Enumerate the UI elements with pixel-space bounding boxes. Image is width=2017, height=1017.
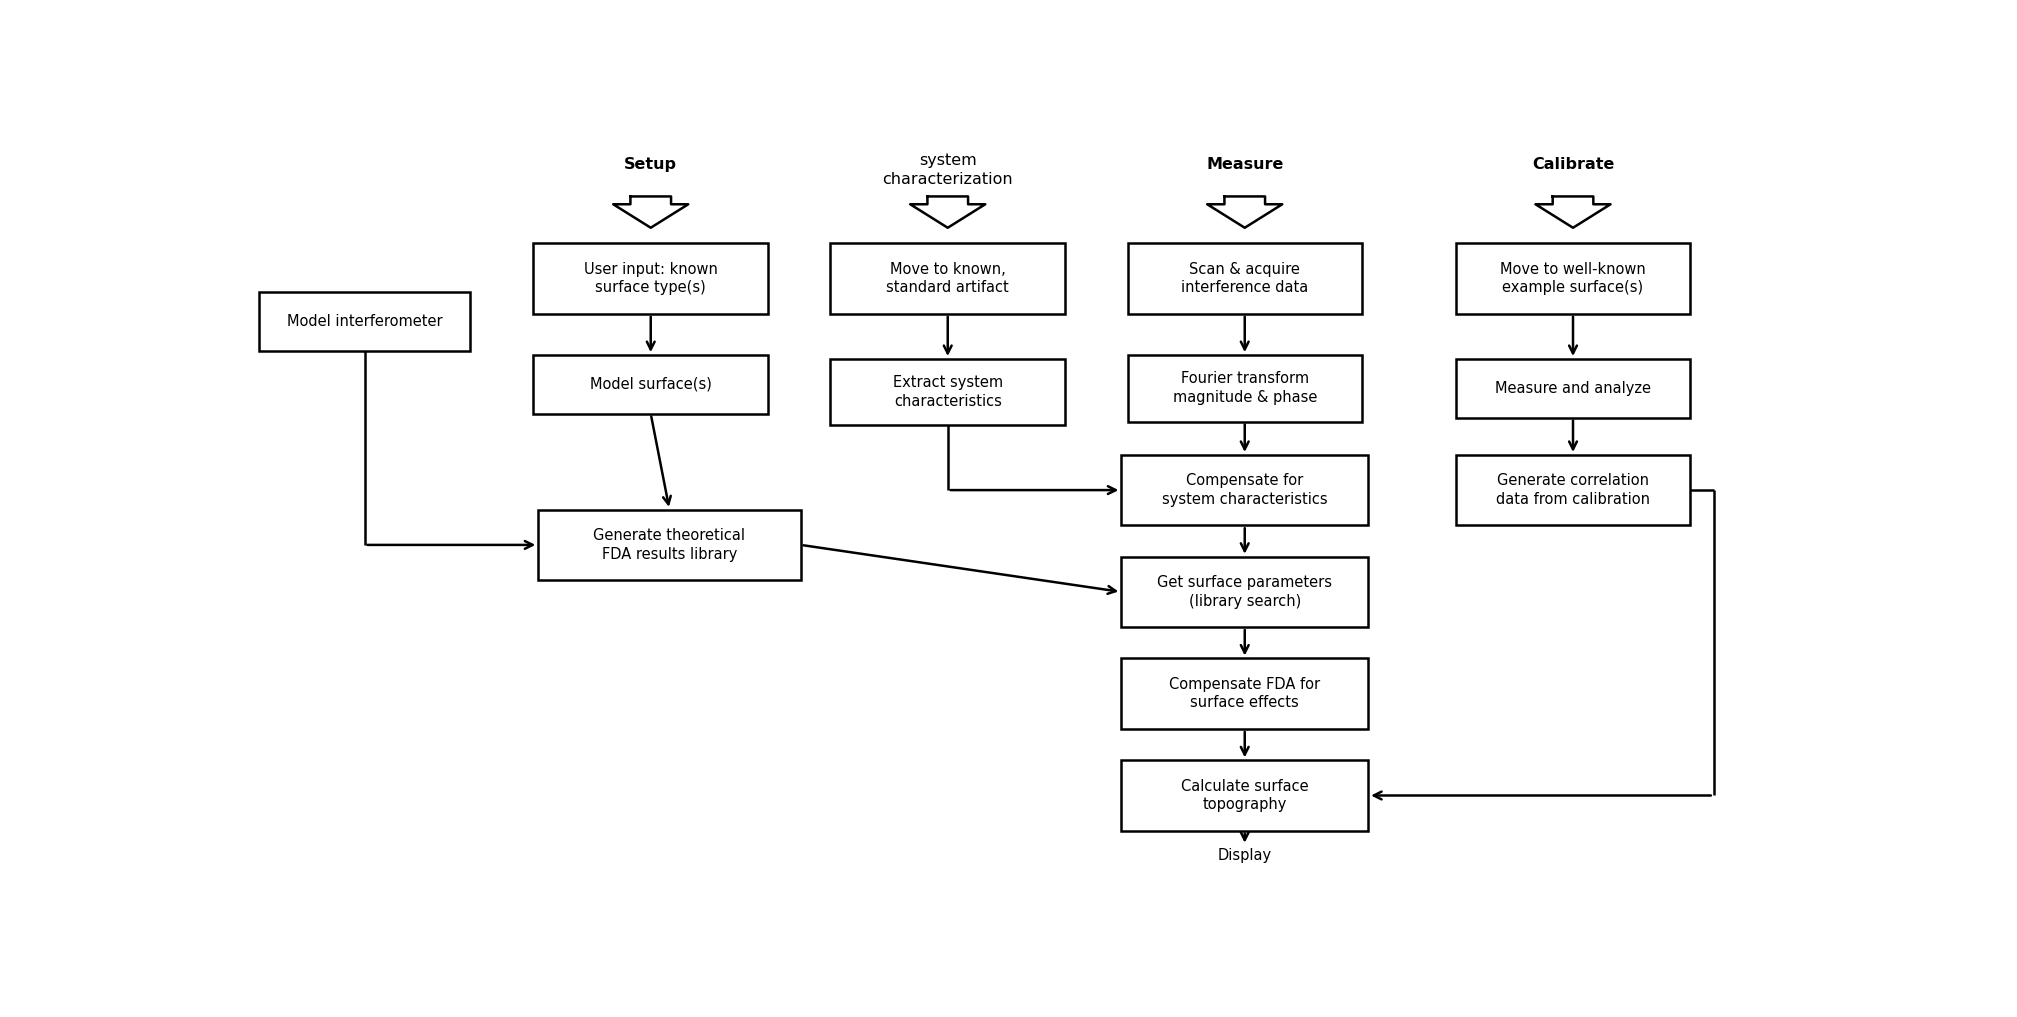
FancyBboxPatch shape	[258, 292, 470, 351]
Text: Model surface(s): Model surface(s)	[589, 377, 712, 392]
Polygon shape	[1208, 196, 1283, 228]
Text: Generate correlation
data from calibration: Generate correlation data from calibrati…	[1497, 473, 1650, 506]
FancyBboxPatch shape	[539, 510, 801, 580]
Text: Get surface parameters
(library search): Get surface parameters (library search)	[1158, 575, 1333, 609]
Text: Extract system
characteristics: Extract system characteristics	[894, 375, 1002, 409]
Text: Calculate surface
topography: Calculate surface topography	[1180, 779, 1309, 813]
Polygon shape	[613, 196, 688, 228]
FancyBboxPatch shape	[1456, 455, 1690, 526]
FancyBboxPatch shape	[831, 359, 1065, 425]
FancyBboxPatch shape	[1128, 243, 1361, 314]
FancyBboxPatch shape	[1121, 556, 1368, 627]
Text: Calibrate: Calibrate	[1531, 158, 1614, 172]
FancyBboxPatch shape	[1128, 355, 1361, 422]
FancyBboxPatch shape	[1121, 455, 1368, 526]
FancyBboxPatch shape	[831, 243, 1065, 314]
Text: Display: Display	[1218, 848, 1273, 863]
Text: Setup: Setup	[623, 158, 678, 172]
FancyBboxPatch shape	[1121, 761, 1368, 831]
Text: Scan & acquire
interference data: Scan & acquire interference data	[1182, 261, 1309, 296]
FancyBboxPatch shape	[1456, 243, 1690, 314]
Text: Compensate FDA for
surface effects: Compensate FDA for surface effects	[1170, 677, 1321, 711]
Text: Move to well-known
example surface(s): Move to well-known example surface(s)	[1501, 261, 1646, 296]
FancyBboxPatch shape	[532, 243, 768, 314]
FancyBboxPatch shape	[532, 355, 768, 414]
Text: Fourier transform
magnitude & phase: Fourier transform magnitude & phase	[1172, 371, 1317, 405]
Text: Model interferometer: Model interferometer	[286, 314, 442, 330]
Text: User input: known
surface type(s): User input: known surface type(s)	[583, 261, 718, 296]
FancyBboxPatch shape	[1121, 658, 1368, 729]
FancyBboxPatch shape	[1456, 359, 1690, 418]
Text: Compensate for
system characteristics: Compensate for system characteristics	[1162, 473, 1327, 506]
Text: system
characterization: system characterization	[881, 154, 1013, 187]
Text: Measure and analyze: Measure and analyze	[1495, 380, 1652, 396]
Polygon shape	[910, 196, 984, 228]
Text: Move to known,
standard artifact: Move to known, standard artifact	[885, 261, 1008, 296]
Polygon shape	[1535, 196, 1610, 228]
Text: Measure: Measure	[1206, 158, 1283, 172]
Text: Generate theoretical
FDA results library: Generate theoretical FDA results library	[593, 528, 746, 561]
